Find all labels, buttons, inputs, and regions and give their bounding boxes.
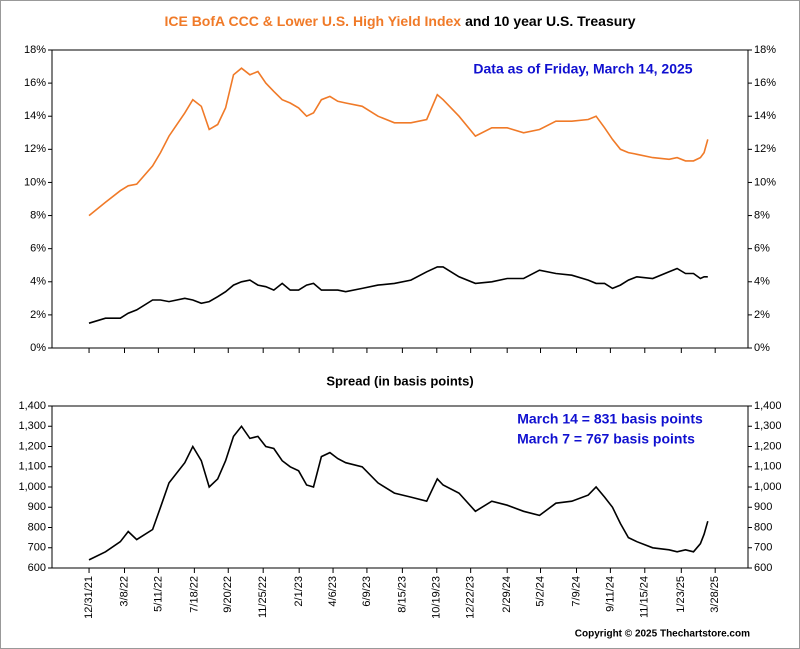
y-tick-label: 10%	[24, 176, 46, 188]
y2-tick-label: 16%	[754, 77, 776, 89]
x-tick-label: 10/19/23	[431, 576, 443, 619]
y-tick-label: 1,000	[18, 481, 46, 493]
line	[88, 67, 709, 217]
x-tick-label: 2/29/24	[501, 576, 513, 613]
y-tick-label: 18%	[24, 44, 46, 56]
chart-title: ICE BofA CCC & Lower U.S. High Yield Ind…	[164, 13, 635, 29]
y2-tick-label: 1,000	[754, 481, 782, 493]
y-tick-label: 1,100	[18, 461, 46, 473]
chart-title: Spread (in basis points)	[326, 373, 473, 388]
x-tick-label: 12/31/21	[83, 576, 95, 619]
y-tick-label: 16%	[24, 77, 46, 89]
y2-tick-label: 8%	[754, 209, 770, 221]
y-tick-label: 6%	[30, 243, 46, 255]
y2-tick-label: 600	[754, 562, 772, 574]
x-tick-label: 7/9/24	[570, 576, 582, 607]
line	[88, 424, 709, 561]
y-tick-label: 8%	[30, 209, 46, 221]
x-tick-label: 8/15/23	[396, 576, 408, 613]
plot-area	[51, 49, 749, 349]
x-tick-label: 4/6/23	[327, 576, 339, 607]
y-tick-label: 4%	[30, 276, 46, 288]
y-tick-label: 900	[28, 501, 46, 513]
y2-tick-label: 1,200	[754, 440, 782, 452]
x-tick-label: 5/2/24	[534, 576, 546, 607]
y-tick-label: 14%	[24, 110, 46, 122]
x-tick-label: 3/28/25	[709, 576, 721, 613]
x-tick-label: 9/20/22	[222, 576, 234, 613]
x-tick-label: 1/23/25	[675, 576, 687, 613]
line	[88, 266, 708, 324]
y2-tick-label: 10%	[754, 176, 776, 188]
y2-tick-label: 900	[754, 501, 772, 513]
y2-tick-label: 1,400	[754, 400, 782, 412]
title-part: and 10 year U.S. Treasury	[465, 13, 636, 29]
y-tick-label: 700	[28, 542, 46, 554]
x-tick-label: 2/1/23	[293, 576, 305, 607]
y2-tick-label: 14%	[754, 110, 776, 122]
x-tick-label: 9/11/24	[604, 576, 616, 612]
x-tick-label: 12/22/23	[465, 576, 477, 619]
y-tick-label: 600	[28, 562, 46, 574]
annotation: March 7 = 767 basis points	[517, 431, 695, 447]
y2-tick-label: 1,300	[754, 420, 782, 432]
y-tick-label: 12%	[24, 143, 46, 155]
y-tick-label: 2%	[30, 309, 46, 321]
y2-tick-label: 2%	[754, 309, 770, 321]
annotation: Data as of Friday, March 14, 2025	[473, 61, 692, 77]
y2-tick-label: 1,100	[754, 461, 782, 473]
x-tick-label: 7/18/22	[188, 576, 200, 613]
y2-tick-label: 12%	[754, 143, 776, 155]
y-tick-label: 1,200	[18, 440, 46, 452]
x-tick-label: 3/8/22	[118, 576, 130, 607]
x-tick-label: 6/9/23	[361, 576, 373, 607]
x-tick-label: 11/15/24	[639, 576, 651, 618]
copyright: Copyright © 2025 Thechartstore.com	[575, 629, 750, 640]
y-tick-label: 0%	[30, 342, 46, 354]
x-tick-label: 11/25/22	[257, 576, 269, 618]
title-part: ICE BofA CCC & Lower U.S. High Yield Ind…	[164, 13, 461, 29]
y-tick-label: 1,300	[18, 420, 46, 432]
x-tick-label: 5/11/22	[152, 576, 164, 612]
y2-tick-label: 18%	[754, 44, 776, 56]
y2-tick-label: 4%	[754, 276, 770, 288]
y-tick-label: 800	[28, 521, 46, 533]
y-tick-label: 1,400	[18, 400, 46, 412]
y2-tick-label: 700	[754, 542, 772, 554]
y2-tick-label: 800	[754, 521, 772, 533]
annotation: March 14 = 831 basis points	[517, 411, 703, 427]
y2-tick-label: 0%	[754, 342, 770, 354]
y2-tick-label: 6%	[754, 243, 770, 255]
